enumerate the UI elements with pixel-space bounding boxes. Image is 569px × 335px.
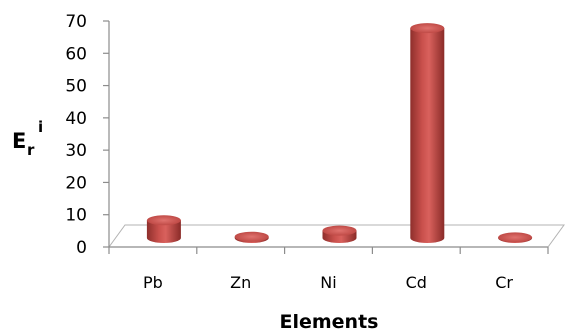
y-axis-title: E r i (12, 118, 43, 159)
x-axis-ticks: Pb Zn Ni Cd Cr (108, 247, 549, 292)
y-tick-label: 20 (65, 173, 87, 193)
x-axis-title: Elements (280, 311, 379, 333)
y-axis-title-superscript: i (38, 118, 43, 136)
y-axis-title-main: E (12, 129, 26, 153)
bar-top (410, 23, 445, 34)
bar-top (322, 225, 357, 236)
bar-series (146, 23, 533, 244)
bar-zn (234, 231, 269, 243)
y-tick-label: 10 (65, 206, 87, 226)
x-tick-label: Pb (143, 273, 163, 292)
bar-top (234, 231, 269, 242)
y-tick-label: 50 (65, 77, 87, 97)
y-axis-title-subscript: r (27, 141, 35, 159)
y-tick-label: 0 (76, 238, 87, 258)
bar-top (498, 232, 533, 243)
y-tick-label: 40 (65, 109, 87, 129)
x-tick-label: Zn (230, 273, 251, 292)
x-tick-label: Ni (320, 273, 336, 292)
bar-body (146, 220, 181, 244)
y-tick-label: 70 (65, 12, 87, 32)
bar-pb (146, 215, 181, 244)
y-tick-label: 60 (65, 44, 87, 64)
y-tick-label: 30 (65, 141, 87, 161)
bar-cr (498, 232, 533, 243)
bar-ni (322, 225, 357, 244)
x-tick-label: Cr (495, 273, 513, 292)
bar-body (410, 28, 445, 244)
x-tick-label: Cd (406, 273, 427, 292)
y-axis-ticks: 0 10 20 30 40 50 60 70 (65, 12, 109, 258)
bar-top (146, 215, 181, 226)
bar-cd (410, 23, 445, 244)
